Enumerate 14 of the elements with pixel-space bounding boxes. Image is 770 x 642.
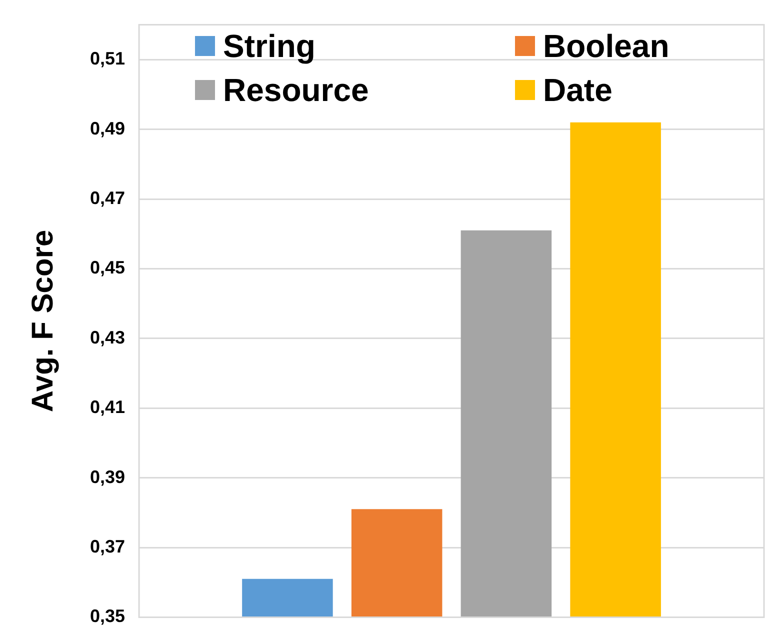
y-tick-label: 0,51 [90,48,126,69]
legend-label: Date [543,71,612,110]
y-tick-label: 0,47 [90,188,126,208]
y-axis-title: Avg. F Score [26,230,60,412]
y-tick-label: 0,37 [90,536,126,556]
legend-label: Boolean [543,27,670,66]
y-tick-label: 0,45 [90,258,126,278]
y-tick-label: 0,35 [90,606,126,626]
y-tick-label: 0,39 [90,466,126,487]
y-tick-label: 0,49 [90,118,126,138]
legend-label: Resource [223,71,369,110]
y-tick-label: 0,43 [90,327,126,348]
legend-label: String [223,27,316,66]
y-tick-label: 0,41 [90,397,126,418]
